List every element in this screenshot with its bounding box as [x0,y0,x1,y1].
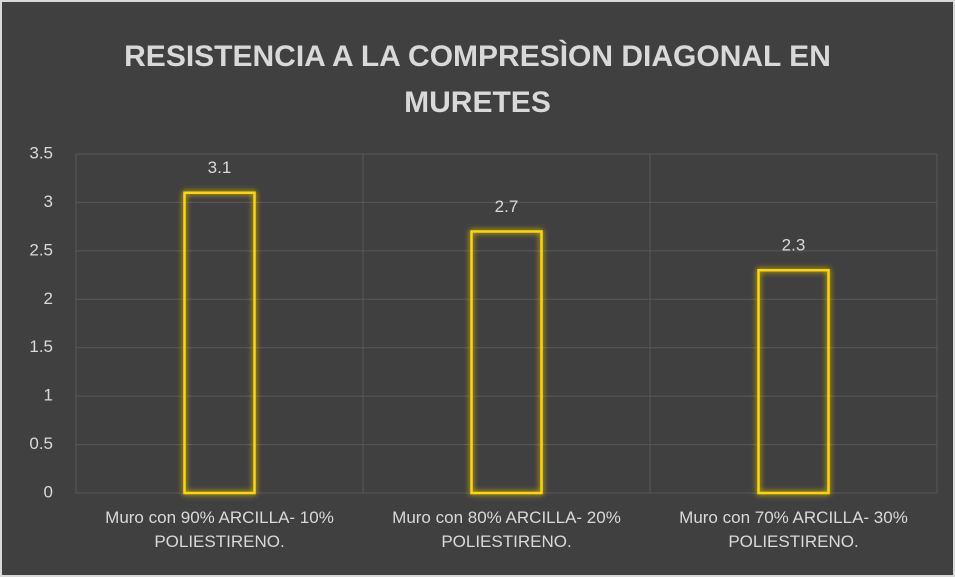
y-tick-label: 1.5 [29,337,53,356]
y-tick-label: 3 [44,192,53,211]
data-label: 2.3 [782,236,806,255]
y-tick-label: 2 [44,289,53,308]
x-tick-label: Muro con 70% ARCILLA- 30% POLIESTIRENO. [679,508,908,551]
y-tick-label: 3.5 [29,143,53,162]
x-tick-label: Muro con 90% ARCILLA- 10% POLIESTIRENO. [105,508,334,551]
data-label: 3.1 [208,158,232,177]
y-tick-label: 1 [44,386,53,405]
bar [757,268,830,495]
chart-title: RESISTENCIA A LA COMPRESÌON DIAGONAL EN … [124,40,831,119]
y-tick-label: 0 [44,482,53,501]
bar [183,191,256,495]
y-tick-label: 0.5 [29,434,53,453]
bar [470,230,543,495]
x-tick-label: Muro con 80% ARCILLA- 20% POLIESTIRENO. [392,508,621,551]
y-tick-label: 2.5 [29,240,53,259]
data-label: 2.7 [495,197,519,216]
